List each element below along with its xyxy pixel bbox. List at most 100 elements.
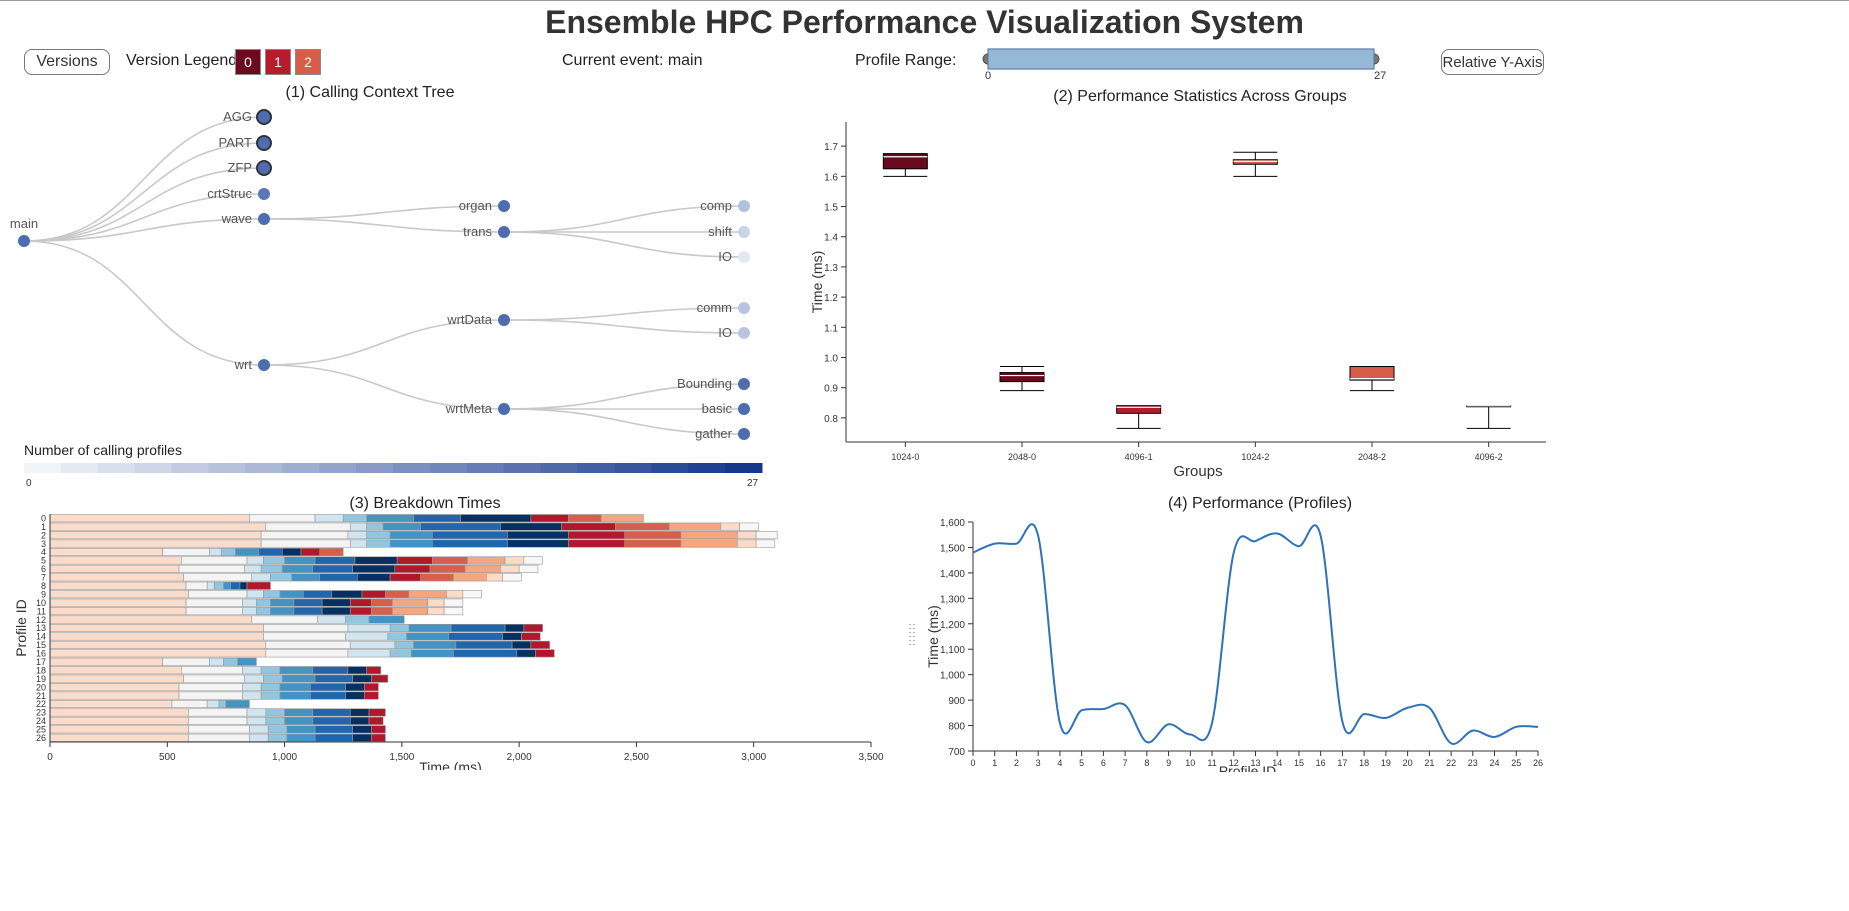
breakdown-segment[interactable] <box>453 649 518 658</box>
breakdown-segment[interactable] <box>314 514 344 523</box>
breakdown-segment[interactable] <box>668 522 722 531</box>
breakdown-segment[interactable] <box>242 598 257 607</box>
breakdown-segment[interactable] <box>347 531 367 540</box>
breakdown-segment[interactable] <box>49 598 187 607</box>
breakdown-segment[interactable] <box>408 623 452 633</box>
breakdown-segment[interactable] <box>371 598 393 607</box>
breakdown-segment[interactable] <box>352 564 396 573</box>
breakdown-segment[interactable] <box>464 564 501 573</box>
versions-button[interactable]: Versions <box>24 49 110 75</box>
breakdown-segment[interactable] <box>448 632 504 641</box>
breakdown-segment[interactable] <box>368 615 405 624</box>
breakdown-segment[interactable] <box>260 683 281 692</box>
breakdown-segment[interactable] <box>251 615 318 624</box>
breakdown-segment[interactable] <box>600 514 644 523</box>
version-legend-2[interactable]: 2 <box>295 49 321 75</box>
breakdown-segment[interactable] <box>314 674 353 683</box>
breakdown-segment[interactable] <box>256 607 271 616</box>
node-comp[interactable] <box>738 200 750 212</box>
breakdown-segment[interactable] <box>321 598 351 607</box>
breakdown-segment[interactable] <box>349 539 367 548</box>
breakdown-segment[interactable] <box>314 725 353 734</box>
breakdown-segment[interactable] <box>389 623 410 633</box>
breakdown-segment[interactable] <box>389 531 433 540</box>
node-part[interactable] <box>256 135 272 151</box>
breakdown-segment[interactable] <box>361 590 386 599</box>
breakdown-segment[interactable] <box>206 699 220 709</box>
breakdown-segment[interactable] <box>364 683 379 692</box>
breakdown-segment[interactable] <box>364 691 379 700</box>
breakdown-segment[interactable] <box>265 708 285 717</box>
node-gather[interactable] <box>738 428 750 440</box>
breakdown-segment[interactable] <box>270 607 295 616</box>
breakdown-segment[interactable] <box>293 598 323 607</box>
node-agg[interactable] <box>256 109 272 125</box>
breakdown-segment[interactable] <box>260 691 281 700</box>
breakdown-segment[interactable] <box>345 691 365 700</box>
breakdown-segment[interactable] <box>410 649 454 658</box>
box-1024-2[interactable] <box>1232 159 1278 165</box>
breakdown-segment[interactable] <box>460 514 532 523</box>
profile-range-slider[interactable]: 0 27 <box>978 44 1388 84</box>
breakdown-segment[interactable] <box>162 657 210 666</box>
breakdown-segment[interactable] <box>188 716 248 725</box>
breakdown-segment[interactable] <box>267 733 288 742</box>
breakdown-segment[interactable] <box>49 539 262 548</box>
breakdown-segment[interactable] <box>385 590 410 599</box>
breakdown-segment[interactable] <box>443 598 464 607</box>
breakdown-segment[interactable] <box>188 733 250 742</box>
breakdown-segment[interactable] <box>49 623 264 633</box>
breakdown-segment[interactable] <box>321 607 351 616</box>
breakdown-segment[interactable] <box>49 699 173 709</box>
breakdown-segment[interactable] <box>178 564 245 573</box>
breakdown-segment[interactable] <box>178 683 243 692</box>
breakdown-segment[interactable] <box>225 699 250 709</box>
breakdown-segment[interactable] <box>223 581 231 590</box>
breakdown-segment[interactable] <box>181 666 243 675</box>
breakdown-segment[interactable] <box>286 733 316 742</box>
breakdown-segment[interactable] <box>432 556 468 565</box>
node-organ[interactable] <box>498 200 510 212</box>
breakdown-segment[interactable] <box>242 683 262 692</box>
breakdown-segment[interactable] <box>223 657 238 666</box>
breakdown-segment[interactable] <box>246 590 264 599</box>
breakdown-segment[interactable] <box>331 590 363 599</box>
breakdown-segment[interactable] <box>260 539 351 548</box>
breakdown-segment[interactable] <box>260 666 281 675</box>
breakdown-segment[interactable] <box>244 564 262 573</box>
breakdown-segment[interactable] <box>420 573 454 582</box>
breakdown-segment[interactable] <box>568 539 625 548</box>
node-shift[interactable] <box>738 226 750 238</box>
node-wrt[interactable] <box>258 359 270 371</box>
breakdown-segment[interactable] <box>530 640 550 649</box>
breakdown-segment[interactable] <box>500 522 562 531</box>
breakdown-segment[interactable] <box>242 666 262 675</box>
breakdown-segment[interactable] <box>291 573 321 582</box>
breakdown-segment[interactable] <box>523 556 543 565</box>
breakdown-segment[interactable] <box>49 657 163 666</box>
breakdown-segment[interactable] <box>188 725 250 734</box>
breakdown-segment[interactable] <box>413 514 461 523</box>
breakdown-segment[interactable] <box>680 539 738 548</box>
breakdown-segment[interactable] <box>521 632 541 641</box>
breakdown-segment[interactable] <box>462 590 482 599</box>
breakdown-segment[interactable] <box>162 547 210 557</box>
breakdown-segment[interactable] <box>755 531 778 540</box>
breakdown-segment[interactable] <box>49 615 253 624</box>
breakdown-segment[interactable] <box>300 547 321 557</box>
breakdown-segment[interactable] <box>450 623 506 633</box>
breakdown-segment[interactable] <box>504 623 525 633</box>
breakdown-segment[interactable] <box>256 598 271 607</box>
breakdown-segment[interactable] <box>455 640 513 649</box>
breakdown-segment[interactable] <box>49 632 264 641</box>
breakdown-segment[interactable] <box>49 640 267 649</box>
breakdown-segment[interactable] <box>251 573 271 582</box>
breakdown-segment[interactable] <box>279 691 311 700</box>
breakdown-segment[interactable] <box>371 725 386 734</box>
breakdown-segment[interactable] <box>349 522 367 531</box>
breakdown-segment[interactable] <box>366 514 414 523</box>
breakdown-segment[interactable] <box>49 573 185 582</box>
breakdown-segment[interactable] <box>736 539 757 548</box>
breakdown-segment[interactable] <box>263 590 281 599</box>
breakdown-segment[interactable] <box>260 564 283 573</box>
